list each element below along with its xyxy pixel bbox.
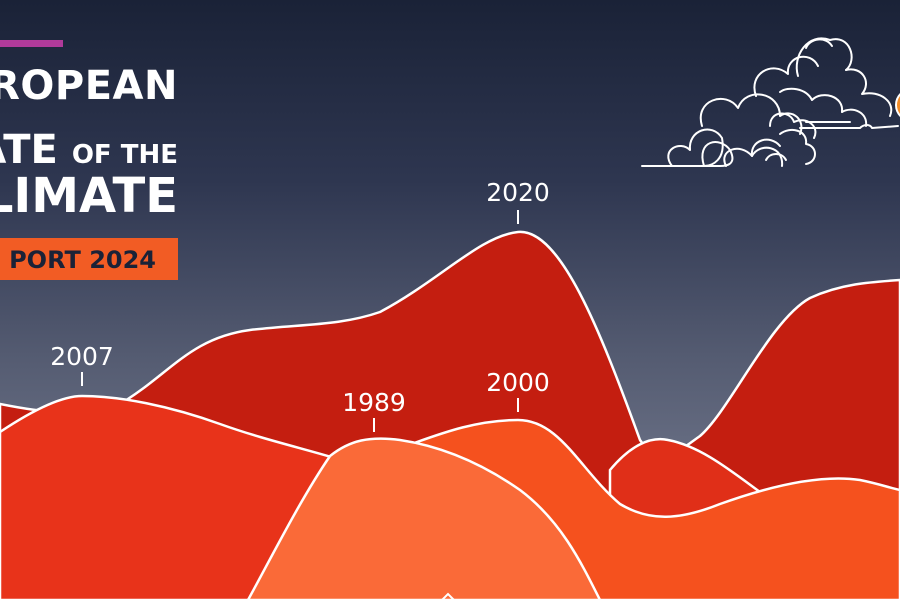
- report-year-text: PORT 2024: [9, 246, 156, 274]
- accent-bar: [0, 40, 63, 47]
- year-label-2007: 2007: [50, 342, 114, 371]
- year-marker-2020: 2020: [486, 178, 550, 224]
- year-marker-2000: 2000: [486, 368, 550, 412]
- title-line-2-small: OF THE: [71, 140, 178, 170]
- year-label-2000: 2000: [486, 368, 550, 397]
- report-year-badge: PORT 2024: [0, 238, 178, 280]
- year-marker-2007: 2007: [50, 342, 114, 386]
- report-title-block: ROPEAN ATE OF THE LIMATE PORT 2024: [0, 0, 200, 300]
- title-line-2: ATE OF THE: [0, 130, 178, 170]
- title-line-3: LIMATE: [0, 168, 178, 224]
- clouds-icon: [641, 37, 899, 167]
- year-label-2020: 2020: [486, 178, 550, 207]
- year-marker-1989: 1989: [342, 388, 406, 432]
- mountain-light: [246, 437, 602, 600]
- title-line-1: ROPEAN: [0, 63, 178, 109]
- peak-marker-bottom: [441, 592, 455, 600]
- year-label-1989: 1989: [342, 388, 406, 417]
- title-line-2-main: ATE: [0, 127, 58, 173]
- sun-icon: [895, 92, 900, 118]
